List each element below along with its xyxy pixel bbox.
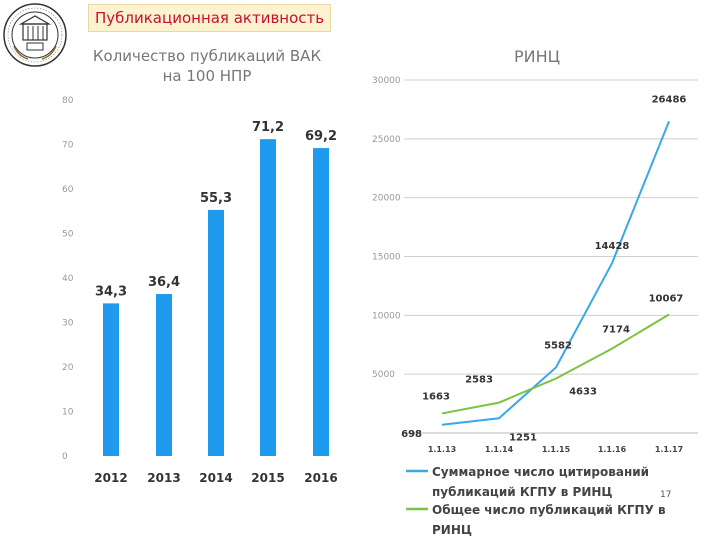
bar-chart-title-line-1: Количество публикаций ВАК <box>93 47 322 65</box>
line-data-label: 1251 <box>509 432 537 443</box>
bar-2014 <box>208 209 224 456</box>
line-data-label: 1663 <box>422 391 450 402</box>
line-x-tick-label: 1.1.15 <box>542 445 571 454</box>
bar-y-tick-label: 10 <box>62 408 74 418</box>
line-y-tick-label: 10000 <box>372 311 401 321</box>
bar-x-tick-label: 2013 <box>147 471 180 485</box>
legend-label: Суммарное число цитирований <box>432 465 649 479</box>
bar-y-tick-label: 40 <box>62 274 74 284</box>
bar-y-tick-label: 80 <box>62 96 74 106</box>
line-y-tick-label: 30000 <box>372 76 401 86</box>
line-chart: РИНЦ 5000 10000 15000 20000 25000 30000 1.1.1… <box>372 47 698 537</box>
bar-y-tick-label: 60 <box>62 185 74 195</box>
bar-2016 <box>313 148 329 456</box>
line-y-tick-label: 15000 <box>372 253 401 263</box>
legend-label: публикаций КГПУ в РИНЦ <box>432 485 613 499</box>
bar-value-label: 69,2 <box>305 129 337 144</box>
line-y-tick-label: 5000 <box>372 370 395 380</box>
citations-series-line <box>441 120 670 426</box>
bar-x-tick-label: 2012 <box>94 471 127 485</box>
bar-y-tick-label: 0 <box>62 452 68 462</box>
page-number: 17 <box>660 490 672 500</box>
university-logo-icon <box>3 3 67 67</box>
line-data-label: 26486 <box>652 94 687 105</box>
bar-x-tick-label: 2016 <box>304 471 337 485</box>
legend-label: РИНЦ <box>432 523 472 537</box>
bar-y-tick-label: 50 <box>62 230 74 240</box>
bar-2013 <box>156 294 172 456</box>
line-data-label: 7174 <box>602 325 630 336</box>
legend-label: Общее число публикаций КГПУ в <box>432 503 666 517</box>
bar-x-tick-label: 2014 <box>199 471 232 485</box>
line-data-label: 698 <box>401 429 422 440</box>
line-y-tick-label: 25000 <box>372 135 401 145</box>
bar-value-label: 71,2 <box>252 120 284 135</box>
bar-chart: Количество публикаций ВАК на 100 НПР 0 10… <box>62 47 338 485</box>
bar-y-tick-label: 70 <box>62 141 74 151</box>
publications-series-line <box>441 313 670 415</box>
line-x-tick-label: 1.1.16 <box>598 445 627 454</box>
line-data-label: 5582 <box>544 340 572 351</box>
bar-value-label: 36,4 <box>148 275 180 290</box>
line-chart-title: РИНЦ <box>514 47 560 66</box>
line-data-label: 14428 <box>595 241 630 252</box>
bar-y-tick-label: 20 <box>62 363 74 373</box>
line-x-tick-label: 1.1.13 <box>428 445 456 454</box>
bar-chart-title-line-2: на 100 НПР <box>163 67 252 85</box>
line-data-label: 4633 <box>569 386 597 397</box>
page-title: Публикационная активность <box>88 4 332 32</box>
line-data-label: 10067 <box>649 294 684 305</box>
line-x-tick-label: 1.1.17 <box>655 445 683 454</box>
bar-2012 <box>103 303 119 456</box>
bar-y-tick-label: 30 <box>62 319 74 329</box>
bar-2015 <box>260 139 276 456</box>
bar-value-label: 34,3 <box>95 284 127 299</box>
bar-value-label: 55,3 <box>200 191 232 206</box>
line-x-tick-label: 1.1.14 <box>485 445 514 454</box>
bar-x-tick-label: 2015 <box>251 471 284 485</box>
line-y-tick-label: 20000 <box>372 194 401 204</box>
line-data-label: 2583 <box>465 375 493 386</box>
